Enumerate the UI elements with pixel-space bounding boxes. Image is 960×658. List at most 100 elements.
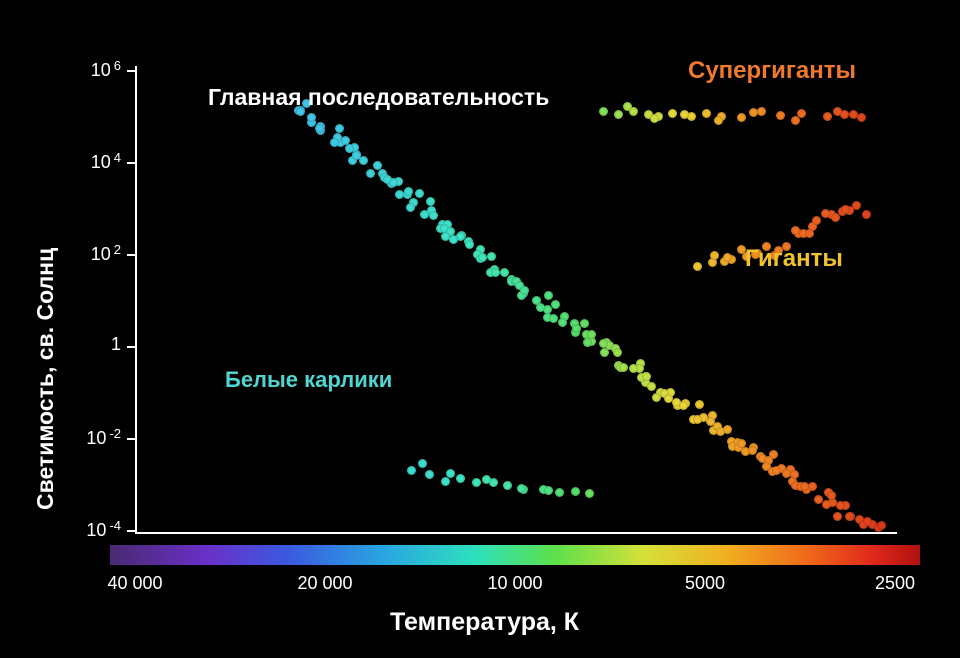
y-tick-label: 106: [91, 58, 121, 81]
star-point-giants: [805, 229, 814, 238]
temperature-gradient-bar: [110, 545, 920, 565]
star-point-main: [613, 348, 622, 357]
star-point-main: [558, 318, 567, 327]
star-point-main: [395, 190, 404, 199]
star-point-giants: [693, 262, 702, 271]
star-point-main: [465, 240, 474, 249]
star-point-main: [478, 253, 487, 262]
y-tick-label: 102: [91, 242, 121, 265]
star-point-giants: [852, 201, 861, 210]
x-tick-label: 20 000: [297, 573, 352, 594]
y-tick: [127, 254, 135, 256]
star-point-main: [572, 324, 581, 333]
star-point-main: [695, 400, 704, 409]
star-point-giants: [831, 213, 840, 222]
x-tick-label: 40 000: [107, 573, 162, 594]
y-axis-line: [135, 66, 137, 534]
star-point-main: [833, 512, 842, 521]
x-tick-label: 2500: [875, 573, 915, 594]
y-tick-label: 104: [91, 150, 121, 173]
star-point-main: [426, 197, 435, 206]
star-point-main: [629, 364, 638, 373]
star-point-supergiants: [776, 111, 785, 120]
star-point-supergiants: [702, 109, 711, 118]
y-tick: [127, 70, 135, 72]
star-point-white_dwarfs: [482, 475, 491, 484]
star-point-main: [366, 169, 375, 178]
star-point-giants: [821, 209, 830, 218]
star-point-white_dwarfs: [544, 486, 553, 495]
star-point-supergiants: [599, 107, 608, 116]
star-point-main: [315, 124, 324, 133]
star-point-supergiants: [757, 107, 766, 116]
star-point-main: [520, 286, 529, 295]
star-point-main: [359, 156, 368, 165]
y-tick: [127, 438, 135, 440]
y-axis-label: Светимость, св. Солнц: [32, 248, 59, 510]
label-white_dwarfs: Белые карлики: [225, 367, 392, 393]
star-point-white_dwarfs: [517, 484, 526, 493]
star-point-white_dwarfs: [441, 477, 450, 486]
star-point-main: [330, 138, 339, 147]
star-point-main: [487, 252, 496, 261]
star-point-main: [404, 187, 413, 196]
star-point-giants: [710, 251, 719, 260]
y-tick-label: 1: [111, 334, 121, 355]
star-point-main: [389, 178, 398, 187]
star-point-white_dwarfs: [503, 481, 512, 490]
star-point-main: [500, 268, 509, 277]
star-point-supergiants: [857, 113, 866, 122]
star-point-main: [549, 314, 558, 323]
star-point-main: [863, 517, 872, 526]
star-point-main: [693, 415, 702, 424]
star-point-main: [600, 348, 609, 357]
star-point-main: [544, 291, 553, 300]
star-point-white_dwarfs: [425, 470, 434, 479]
star-point-main: [580, 319, 589, 328]
star-point-supergiants: [680, 110, 689, 119]
label-main_seq: Главная последовательность: [208, 84, 549, 111]
star-point-giants: [862, 210, 871, 219]
x-tick-label: 10 000: [487, 573, 542, 594]
x-tick-label: 5000: [685, 573, 725, 594]
x-axis-label: Температура, К: [390, 608, 579, 637]
y-tick-label: 10-2: [86, 426, 121, 449]
star-point-supergiants: [714, 116, 723, 125]
star-point-supergiants: [737, 113, 746, 122]
star-point-supergiants: [791, 116, 800, 125]
label-supergiants: Супергиганты: [688, 57, 856, 85]
star-point-main: [599, 339, 608, 348]
star-point-main: [716, 427, 725, 436]
y-tick: [127, 530, 135, 532]
star-point-supergiants: [614, 110, 623, 119]
star-point-main: [583, 338, 592, 347]
star-point-main: [307, 113, 316, 122]
label-giants: Гиганты: [745, 245, 843, 273]
star-point-supergiants: [749, 108, 758, 117]
star-point-giants: [812, 216, 821, 225]
y-tick: [127, 346, 135, 348]
star-point-main: [647, 382, 656, 391]
star-point-white_dwarfs: [585, 489, 594, 498]
star-point-supergiants: [668, 109, 677, 118]
star-point-white_dwarfs: [418, 459, 427, 468]
star-point-main: [772, 466, 781, 475]
y-tick-label: 10-4: [86, 518, 121, 541]
star-point-white_dwarfs: [407, 466, 416, 475]
star-point-main: [619, 363, 628, 372]
star-point-giants: [723, 253, 732, 262]
star-point-supergiants: [823, 112, 832, 121]
star-point-white_dwarfs: [446, 469, 455, 478]
star-point-main: [822, 500, 831, 509]
star-point-main: [679, 401, 688, 410]
x-axis-line: [135, 532, 897, 534]
star-point-main: [808, 482, 817, 491]
y-tick: [127, 162, 135, 164]
star-point-white_dwarfs: [571, 487, 580, 496]
star-point-main: [415, 189, 424, 198]
star-point-supergiants: [650, 114, 659, 123]
star-point-white_dwarfs: [555, 488, 564, 497]
star-point-main: [551, 300, 560, 309]
star-point-white_dwarfs: [456, 474, 465, 483]
star-point-white_dwarfs: [472, 478, 481, 487]
